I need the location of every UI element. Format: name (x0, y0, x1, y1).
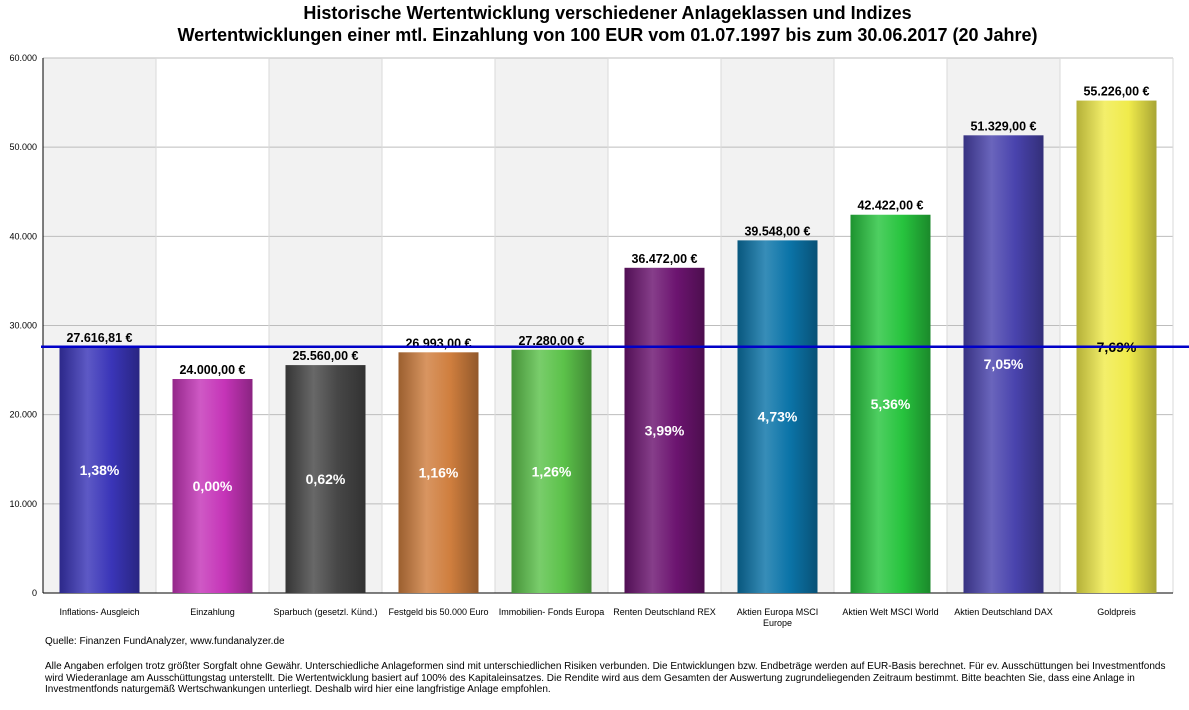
return-label: 1,38% (80, 462, 120, 478)
bar (624, 267, 705, 593)
value-label: 24.000,00 € (179, 363, 245, 377)
category-label: Aktien Europa MSCI (737, 607, 819, 617)
return-label: 3,99% (645, 422, 685, 438)
y-tick-label: 40.000 (9, 231, 37, 241)
return-label: 4,73% (758, 409, 798, 425)
category-label: Aktien Welt MSCI World (842, 607, 938, 617)
y-tick-label: 20.000 (9, 410, 37, 420)
return-label: 1,16% (419, 465, 459, 481)
y-tick-label: 60.000 (9, 53, 37, 63)
bar (398, 352, 479, 593)
category-label: Goldpreis (1097, 607, 1136, 617)
category-label: Europe (763, 618, 792, 628)
disclaimer-text: Alle Angaben erfolgen trotz größter Sorg… (45, 661, 1166, 695)
y-tick-label: 50.000 (9, 142, 37, 152)
value-label: 51.329,00 € (970, 119, 1036, 133)
category-label: Sparbuch (gesetzl. Künd.) (273, 607, 377, 617)
return-label: 1,26% (532, 463, 572, 479)
category-label: Aktien Deutschland DAX (954, 607, 1053, 617)
bar-chart: 0 10.000 20.000 30.000 40.000 50.000 60.000 27.… (9, 53, 1189, 628)
return-label: 0,62% (306, 471, 346, 487)
value-label: 55.226,00 € (1083, 85, 1149, 99)
bar (850, 214, 931, 593)
value-label: 26.993,00 € (405, 336, 471, 350)
category-label: Inflations- Ausgleich (59, 607, 139, 617)
return-label: 5,36% (871, 396, 911, 412)
value-label: 39.548,00 € (744, 224, 810, 238)
y-tick-label: 10.000 (9, 499, 37, 509)
bar (511, 349, 592, 593)
category-label: Festgeld bis 50.000 Euro (388, 607, 488, 617)
y-tick-label: 0 (32, 588, 37, 598)
bar (737, 240, 818, 594)
bar (172, 379, 253, 593)
value-label: 27.280,00 € (518, 334, 584, 348)
value-label: 27.616,81 € (66, 331, 132, 345)
y-tick-label: 30.000 (9, 321, 37, 331)
category-label: Einzahlung (190, 607, 235, 617)
return-label: 0,00% (193, 478, 233, 494)
bar (285, 365, 366, 593)
value-label: 42.422,00 € (857, 199, 923, 213)
value-label: 25.560,00 € (292, 349, 358, 363)
value-label: 36.472,00 € (631, 252, 697, 266)
category-label: Renten Deutschland REX (613, 607, 716, 617)
chart-subtitle: Wertentwicklungen einer mtl. Einzahlung … (177, 25, 1038, 45)
chart-title-block: Historische Wertentwicklung verschiedene… (0, 2, 1189, 46)
source-note: Quelle: Finanzen FundAnalyzer, www.funda… (45, 636, 285, 647)
bar (59, 346, 140, 593)
category-label: Immobilien- Fonds Europa (499, 607, 605, 617)
bar (963, 135, 1044, 593)
chart-title: Historische Wertentwicklung verschiedene… (303, 3, 912, 23)
return-label: 7,05% (984, 356, 1024, 372)
